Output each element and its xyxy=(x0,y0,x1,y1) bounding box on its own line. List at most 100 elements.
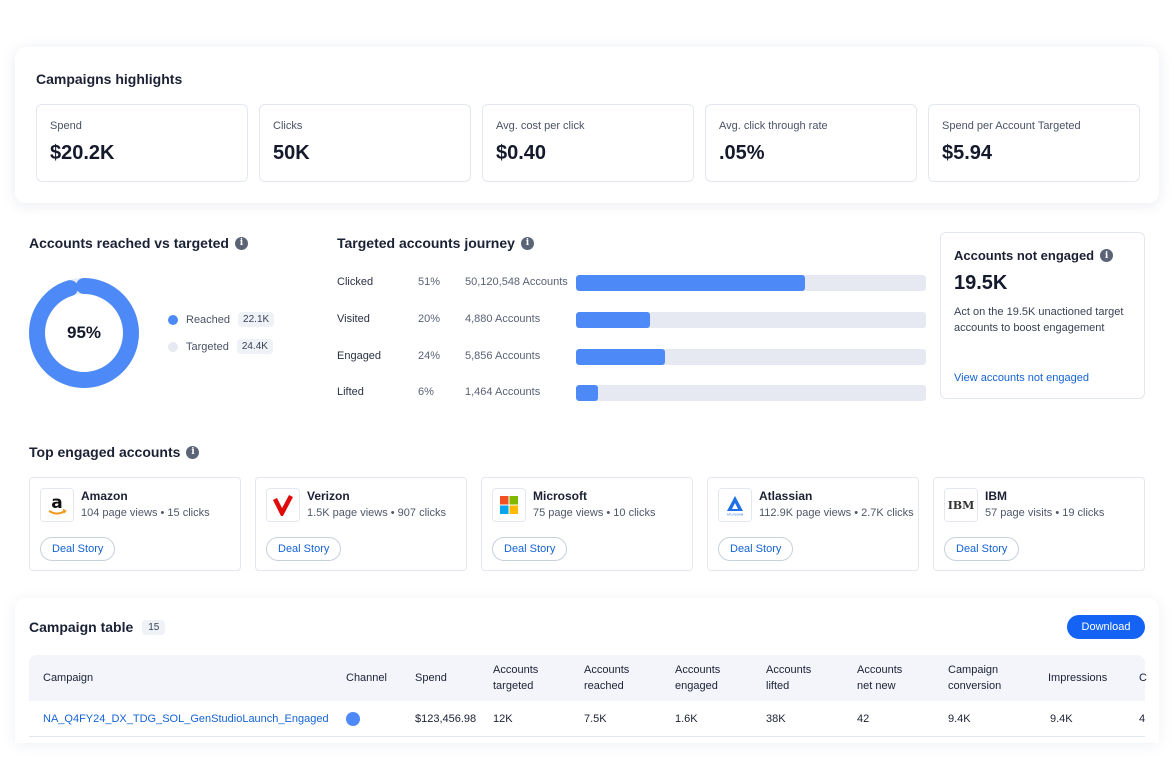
column-header-accounts-net-new[interactable]: Accounts net new xyxy=(857,664,903,692)
campaign-highlights-card: Campaigns highlights Spend $20.2K Clicks… xyxy=(15,47,1159,203)
campaign-name-link[interactable]: NA_Q4FY24_DX_TDG_SOL_GenStudioLaunch_Eng… xyxy=(43,713,329,725)
column-header-campaign-conversion[interactable]: Campaign conversion xyxy=(948,664,1002,692)
journey-label: Lifted xyxy=(337,386,364,398)
view-accounts-not-engaged-link[interactable]: View accounts not engaged xyxy=(954,372,1089,384)
journey-percent: 24% xyxy=(418,350,441,362)
column-header-impressions[interactable]: Impressions xyxy=(1048,672,1108,684)
account-meta: 112.9K page views • 2.7K clicks xyxy=(759,507,914,519)
svg-text:ATLASSIAN: ATLASSIAN xyxy=(727,513,743,517)
journey-bar-fill xyxy=(576,275,806,291)
column-header-accounts-engaged[interactable]: Accounts engaged xyxy=(675,664,721,692)
journey-bar-fill xyxy=(576,349,666,365)
account-card-amazon[interactable]: a Amazon 104 page views • 15 clicks Deal… xyxy=(29,477,241,571)
table-row[interactable]: NA_Q4FY24_DX_TDG_SOL_GenStudioLaunch_Eng… xyxy=(29,701,1145,737)
journey-bar-track xyxy=(576,385,926,401)
legend-value: 24.4K xyxy=(236,339,273,354)
kpi-spend: Spend $20.2K xyxy=(36,104,248,182)
reached-cell: 7.5K xyxy=(584,713,607,725)
not-engaged-title-row: Accounts not engaged i xyxy=(954,248,1131,263)
column-header-spend[interactable]: Spend xyxy=(415,672,447,684)
kpi-avg-cpc: Avg. cost per click $0.40 xyxy=(482,104,694,182)
atlassian-logo: ATLASSIAN xyxy=(718,488,752,522)
info-icon[interactable]: i xyxy=(186,445,200,459)
svg-text:IBM: IBM xyxy=(948,499,974,512)
journey-bar-track xyxy=(576,349,926,365)
campaign-count-badge: 15 xyxy=(142,619,166,635)
kpi-label: Spend per Account Targeted xyxy=(942,120,1081,132)
account-card-verizon[interactable]: Verizon 1.5K page views • 907 clicks Dea… xyxy=(255,477,467,571)
kpi-clicks: Clicks 50K xyxy=(259,104,471,182)
deal-story-button[interactable]: Deal Story xyxy=(718,537,794,561)
channel-cell xyxy=(346,701,360,737)
highlights-title: Campaigns highlights xyxy=(36,71,183,87)
donut-percent: 95% xyxy=(66,323,102,342)
top-accounts-section-title: Top engaged accounts i xyxy=(29,444,200,460)
reach-title: Accounts reached vs targeted xyxy=(29,235,229,251)
donut-reached-arc xyxy=(29,278,139,388)
not-engaged-title: Accounts not engaged xyxy=(954,248,1095,263)
reach-donut-chart xyxy=(29,278,139,388)
deal-story-button[interactable]: Deal Story xyxy=(266,537,342,561)
ibm-logo: IBM xyxy=(944,488,978,522)
account-name: Verizon xyxy=(307,489,350,503)
kpi-value: $20.2K xyxy=(50,142,115,164)
spend-cell: $123,456.98 xyxy=(415,713,477,725)
deal-story-button[interactable]: Deal Story xyxy=(40,537,116,561)
microsoft-windows-icon xyxy=(500,496,518,514)
column-header-channel[interactable]: Channel xyxy=(346,672,387,684)
journey-row-engaged: Engaged 24% 5,856 Accounts xyxy=(337,349,927,365)
info-icon[interactable]: i xyxy=(1100,249,1114,262)
journey-percent: 20% xyxy=(418,313,441,325)
amazon-logo: a xyxy=(40,488,74,522)
journey-label: Visited xyxy=(337,313,370,325)
truncated-cell: 4 xyxy=(1139,713,1146,725)
column-header-campaign[interactable]: Campaign xyxy=(43,672,94,684)
microsoft-logo xyxy=(492,488,526,522)
account-meta: 1.5K page views • 907 clicks xyxy=(307,507,446,519)
kpi-spend-per-account: Spend per Account Targeted $5.94 xyxy=(928,104,1140,182)
deal-story-button[interactable]: Deal Story xyxy=(944,537,1020,561)
verizon-checkmark-icon xyxy=(272,494,293,516)
journey-percent: 6% xyxy=(418,386,434,398)
verizon-logo xyxy=(266,488,300,522)
legend-dot xyxy=(168,314,178,325)
kpi-value: 50K xyxy=(273,142,310,164)
channel-icon xyxy=(346,712,360,726)
kpi-value: $0.40 xyxy=(496,142,547,164)
account-name: Microsoft xyxy=(533,489,587,503)
top-accounts-row: a Amazon 104 page views • 15 clicks Deal… xyxy=(29,477,1145,571)
accounts-not-engaged-card: Accounts not engaged i 19.5K Act on the … xyxy=(940,232,1145,399)
kpi-label: Clicks xyxy=(273,120,303,132)
download-button[interactable]: Download xyxy=(1067,615,1145,639)
not-engaged-value: 19.5K xyxy=(954,272,1008,294)
account-card-ibm[interactable]: IBM IBM 57 page visits • 19 clicks Deal … xyxy=(933,477,1145,571)
campaign-table-title: Campaign table xyxy=(29,619,134,635)
info-icon[interactable]: i xyxy=(234,236,248,250)
conversion-cell: 9.4K xyxy=(948,713,971,725)
journey-label: Clicked xyxy=(337,276,374,288)
table-header: Campaign Channel Spend Accounts targeted… xyxy=(29,655,1147,701)
campaign-table-card: Campaign table 15 Download Campaign Chan… xyxy=(15,598,1159,743)
journey-bar-fill xyxy=(576,385,599,401)
kpi-value: .05% xyxy=(719,142,765,164)
kpi-label: Avg. click through rate xyxy=(719,120,828,132)
journey-percent: 51% xyxy=(418,276,441,288)
column-header-accounts-targeted[interactable]: Accounts targeted xyxy=(493,664,539,692)
column-header-truncated[interactable]: C xyxy=(1139,672,1147,684)
journey-accounts: 5,856 Accounts xyxy=(465,350,541,362)
column-header-accounts-lifted[interactable]: Accounts lifted xyxy=(766,664,812,692)
journey-row-lifted: Lifted 6% 1,464 Accounts xyxy=(337,385,927,401)
account-card-microsoft[interactable]: Microsoft 75 page views • 10 clicks Deal… xyxy=(481,477,693,571)
impressions-cell: 9.4K xyxy=(1050,713,1073,725)
legend-dot xyxy=(168,341,178,352)
account-meta: 57 page visits • 19 clicks xyxy=(985,507,1105,519)
column-header-accounts-reached[interactable]: Accounts reached xyxy=(584,664,630,692)
account-card-atlassian[interactable]: ATLASSIAN Atlassian 112.9K page views • … xyxy=(707,477,919,571)
info-icon[interactable]: i xyxy=(520,236,534,250)
net-new-cell: 42 xyxy=(857,713,870,725)
account-name: Atlassian xyxy=(759,489,813,503)
deal-story-button[interactable]: Deal Story xyxy=(492,537,568,561)
journey-accounts: 1,464 Accounts xyxy=(465,386,541,398)
atlassian-triangle-icon: ATLASSIAN xyxy=(727,496,743,517)
legend-targeted: Targeted 24.4K xyxy=(168,339,273,354)
